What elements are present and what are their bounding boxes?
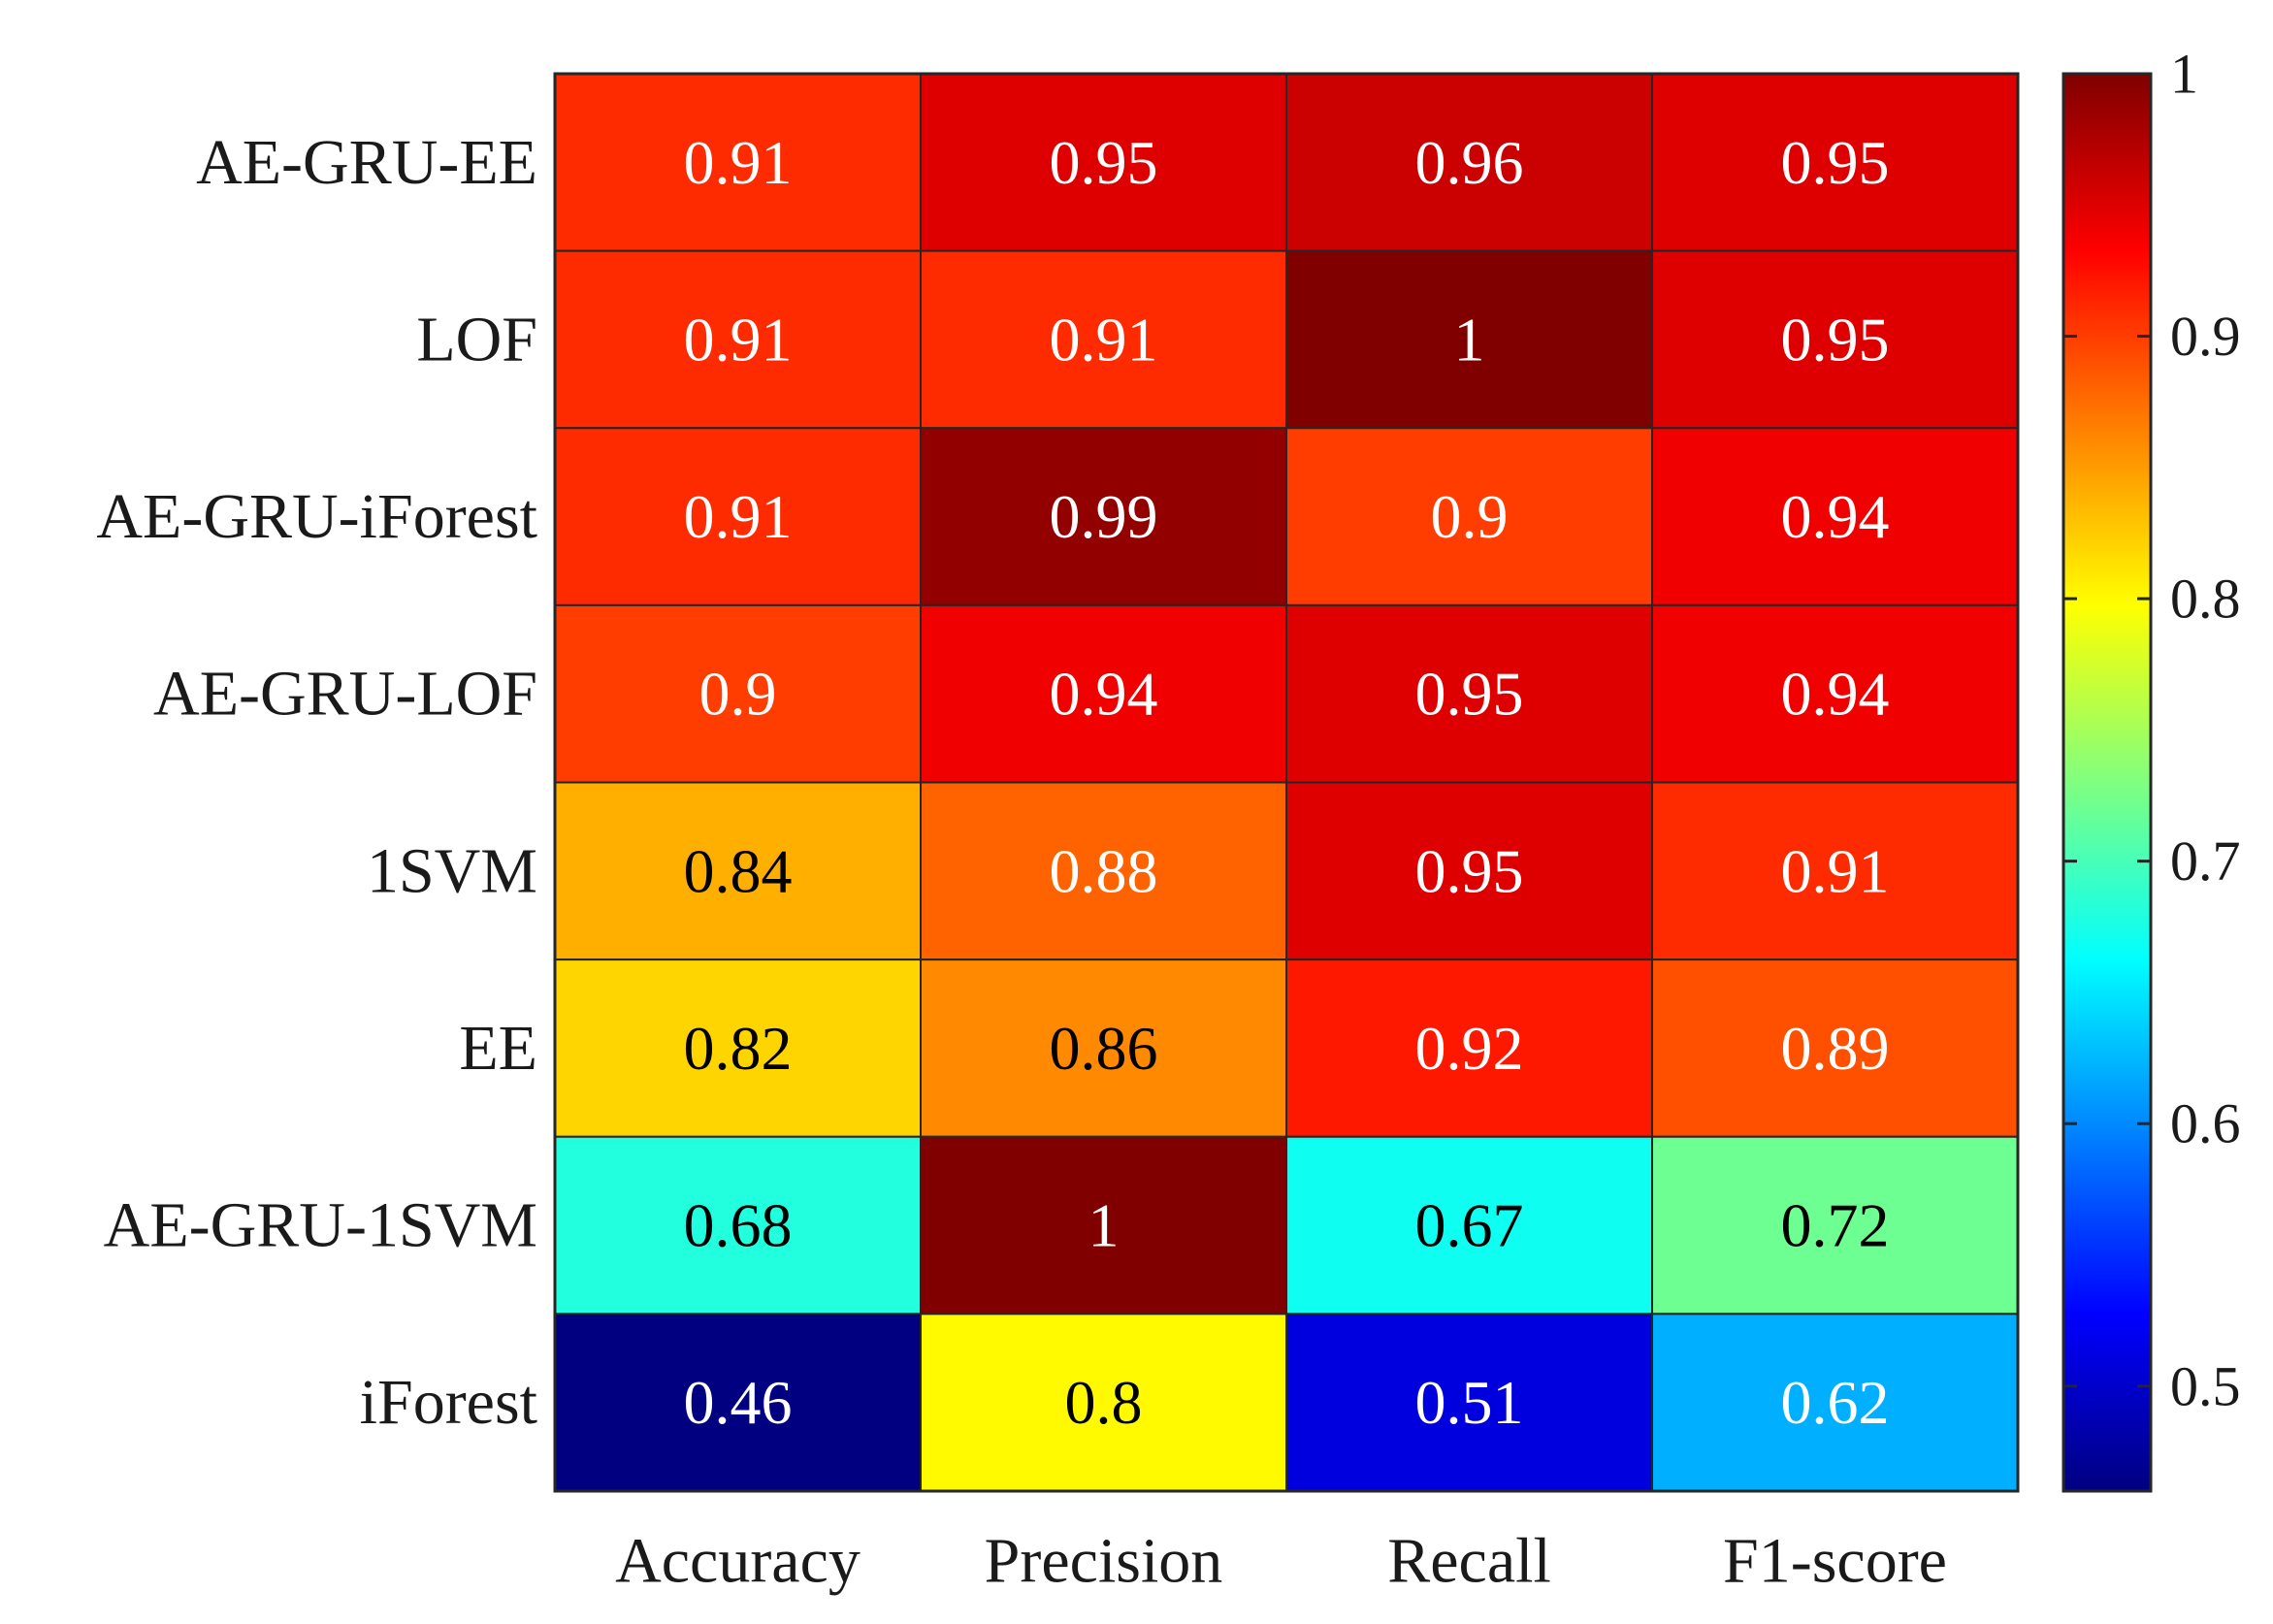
heatmap-cell [1651,1135,2019,1315]
cell-value-label: 0.95 [1415,836,1524,905]
colorbar [2062,72,2153,1493]
heatmap-cell [554,1313,922,1492]
row-label: AE-GRU-1SVM [104,1190,537,1261]
cell-value-label: 0.9 [1431,482,1509,551]
heatmap-frame [553,72,2020,1493]
heatmap-cell [920,427,1287,606]
heatmap-cell [920,249,1287,430]
cell-value-label: 0.99 [1050,482,1158,551]
cell-value-label: 0.82 [684,1014,793,1083]
heatmap-cell [1285,1135,1653,1315]
row-label: LOF [416,304,537,374]
cell-value-label: 1 [1088,1191,1120,1260]
column-label: Precision [985,1526,1223,1597]
heatmap-cell [1651,603,2019,784]
cell-value-label: 0.51 [1415,1368,1524,1437]
row-label: iForest [360,1367,537,1438]
cell-value-label: 0.92 [1415,1014,1524,1083]
colorbar-tick-label: 0.5 [2170,1354,2241,1417]
column-labels: Accuracy Precision Recall F1-score [615,1526,1947,1597]
heatmap-cell [1285,958,1653,1138]
cell-value-label: 0.89 [1781,1014,1890,1083]
cell-value-label: 0.91 [684,482,793,551]
cell-value-label: 0.94 [1781,482,1890,551]
heatmap-cell [1651,427,2019,606]
cell-value-label: 0.95 [1781,305,1890,374]
heatmap-cell [554,73,922,252]
cell-value-label: 0.72 [1781,1191,1890,1260]
colorbar-tick-label: 1 [2170,43,2198,106]
cell-value-label: 0.94 [1781,660,1890,729]
colorbar-tick-label: 0.6 [2170,1092,2241,1155]
cell-value-label: 0.46 [684,1368,793,1437]
heatmap-cells: 0.91 0.95 0.96 0.950.91 0.91 1 0.950.91 0.99 0.9… [554,73,2019,1492]
heatmap-cell [554,249,922,430]
heatmap-cell [1285,603,1653,784]
cell-value-label: 0.95 [1050,128,1158,197]
row-label: EE [459,1013,537,1084]
cell-value-label: 0.91 [684,128,793,197]
cell-value-label: 0.86 [1050,1014,1158,1083]
colorbar-tick-label: 0.9 [2170,305,2241,368]
column-label: F1-score [1723,1526,1947,1597]
heatmap-cell [1651,73,2019,252]
heatmap-cell [920,958,1287,1138]
column-label: Recall [1387,1526,1551,1597]
heatmap-cell [920,603,1287,784]
cell-value-label: 0.62 [1781,1368,1890,1437]
heatmap-cell [1651,249,2019,430]
cell-value-label: 0.95 [1415,660,1524,729]
heatmap-cell [554,958,922,1138]
colorbar-tick-label: 0.7 [2170,829,2241,893]
heatmap-cell [920,73,1287,252]
heatmap-cell [1285,781,1653,961]
cell-value-label: 0.95 [1781,128,1890,197]
cell-value-label: 0.88 [1050,836,1158,905]
cell-value-label: 0.96 [1415,128,1524,197]
cell-value-label: 0.91 [684,305,793,374]
cell-value-label: 1 [1454,305,1485,374]
row-labels: AE-GRU-EE LOF AE-GRU-iForest AE-GRU-LOF 1SVM… [96,127,537,1438]
cell-value-label: 0.8 [1065,1368,1143,1437]
row-label: AE-GRU-iForest [96,481,537,552]
cell-value-label: 0.84 [684,836,793,905]
row-label: AE-GRU-LOF [153,659,537,730]
cell-value-label: 0.67 [1415,1191,1524,1260]
cell-value-label: 0.94 [1050,660,1158,729]
heatmap-cell [1651,781,2019,961]
heatmap-cell [920,781,1287,961]
heatmap-cell [1285,1313,1653,1492]
cell-value-label: 0.68 [684,1191,793,1260]
heatmap-cell [554,603,922,784]
heatmap-cell [554,781,922,961]
cell-value-label: 0.91 [1050,305,1158,374]
cell-value-label: 0.9 [699,660,777,729]
column-label: Accuracy [615,1526,860,1597]
colorbar-tick-label: 0.8 [2170,568,2241,631]
heatmap-cell [554,1135,922,1315]
row-label: AE-GRU-EE [196,127,537,198]
row-label: 1SVM [367,835,537,906]
cell-value-label: 0.91 [1781,836,1890,905]
colorbar-ticks: 0.5 0.6 0.7 0.8 0.9 1 [2063,43,2241,1417]
